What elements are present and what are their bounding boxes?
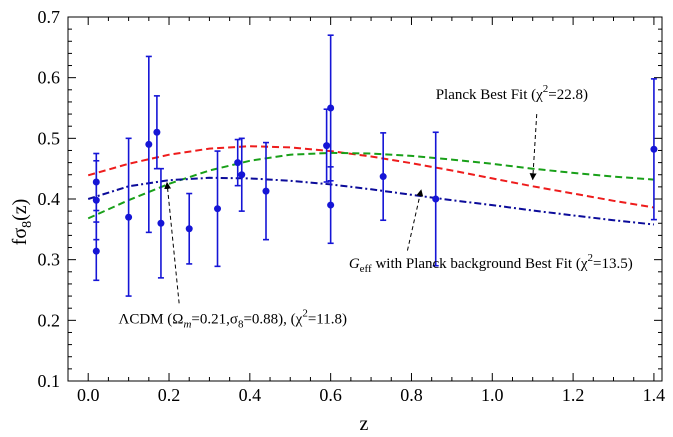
annotation-planck: Planck Best Fit (χ2=22.8) (436, 83, 588, 103)
annotation-geff: Geff with Planck background Best Fit (χ2… (349, 252, 633, 275)
annotation-superscript: 2 (543, 83, 549, 95)
data-point (153, 128, 161, 136)
x-tick-label: 0.8 (400, 385, 423, 405)
x-tick-label: 0.6 (319, 385, 342, 405)
annotation-superscript: 2 (302, 307, 308, 319)
data-point (185, 225, 193, 233)
annotation-text: =0.21,σ (191, 311, 238, 327)
series-line (87, 145, 655, 209)
y-tick-label: 0.1 (38, 371, 61, 391)
x-tick-label: 0.4 (239, 385, 262, 405)
annotation-lcdm: ΛCDM (Ωm=0.21,σ8=0.88), (χ2=11.8) (119, 307, 347, 330)
annotation-text: Planck Best Fit (χ (436, 87, 543, 103)
x-axis-title: z (360, 413, 369, 435)
data-point (234, 159, 242, 167)
annotation-subscript: eff (360, 263, 372, 275)
series-line (87, 151, 654, 220)
data-point (432, 195, 440, 203)
x-tick-label: 0.2 (158, 385, 181, 405)
data-point (650, 145, 658, 153)
annotation-subscript: 8 (238, 318, 244, 330)
data-point (145, 140, 153, 148)
y-tick-label: 0.5 (38, 128, 61, 148)
series-line (87, 176, 655, 226)
annotation-text: ΛCDM (Ω (119, 311, 184, 327)
data-point (379, 173, 387, 181)
x-tick-label: 1.4 (643, 385, 666, 405)
annotation-text: =0.88), (χ (243, 311, 302, 327)
data-point (92, 247, 100, 255)
annotation-text: =13.5) (593, 256, 633, 272)
annotation-subscript: m (183, 318, 191, 330)
y-axis-title-tail: (z) (9, 199, 31, 221)
annotation-superscript: 2 (588, 252, 594, 264)
y-axis-title-main: fσ (9, 228, 31, 246)
annotation-arrow-planck (529, 114, 538, 181)
y-tick-label: 0.3 (38, 250, 61, 270)
y-axis-title-sub: 8 (20, 221, 35, 228)
data-point (125, 213, 133, 221)
data-point (238, 171, 246, 179)
data-point (262, 187, 270, 195)
x-tick-label: 1.0 (481, 385, 504, 405)
annotation-arrow-lcdm (164, 181, 180, 304)
x-tick-label: 1.2 (562, 385, 585, 405)
x-tick-label: 0.0 (77, 385, 100, 405)
y-axis-title: fσ8(z) (9, 199, 35, 246)
annotation-text: G (349, 256, 360, 272)
y-tick-label: 0.7 (38, 7, 61, 27)
annotation-text: =11.8) (308, 311, 347, 327)
data-point (327, 104, 335, 112)
annotation-arrow-geff (406, 189, 424, 251)
y-tick-label: 0.6 (38, 68, 61, 88)
data-point (92, 196, 100, 204)
y-tick-label: 0.4 (38, 189, 61, 209)
data-point (323, 142, 331, 150)
annotation-text: with Planck background Best Fit (χ (372, 256, 588, 272)
data-point (214, 205, 222, 213)
data-point (157, 219, 165, 227)
y-tick-label: 0.2 (38, 310, 61, 330)
annotation-text: =22.8) (548, 87, 588, 103)
data-point (327, 201, 335, 209)
